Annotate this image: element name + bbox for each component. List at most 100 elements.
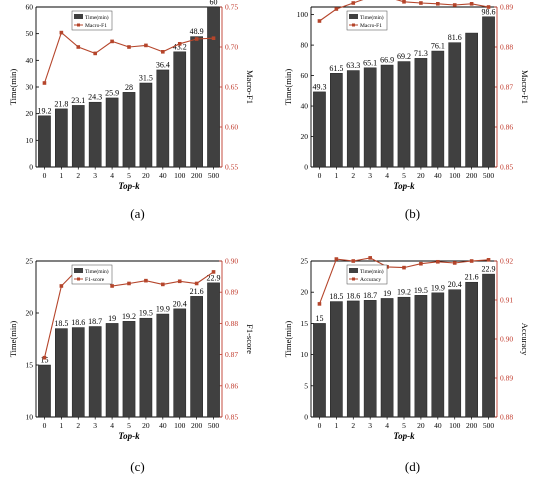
bar-5	[397, 296, 411, 418]
y-axis-title: Time(min)	[283, 69, 293, 106]
bar-40	[431, 50, 445, 168]
x-tick-label: 4	[110, 171, 114, 180]
bar-data-label: 15	[315, 314, 323, 323]
bar-4	[105, 323, 119, 418]
line-marker	[42, 355, 47, 360]
y-right-tick-label: 0.70	[225, 43, 238, 52]
x-tick-label: 2	[76, 171, 80, 180]
y-tick-label: 20	[301, 132, 309, 141]
chart-panel-d: 0 5 10 15 20 25 0.88 0.89 0.90 0.91 0.92 15 18.5 18.6…	[275, 243, 550, 486]
panel-label-c: (c)	[130, 459, 145, 474]
bar-data-label: 21.6	[190, 287, 204, 296]
y-right-tick-label: 0.91	[500, 296, 513, 305]
bar-data-label: 19.2	[122, 312, 136, 321]
x-tick-label: 200	[191, 171, 203, 180]
bar-0	[38, 364, 51, 418]
x-tick-label: 20	[417, 421, 425, 430]
x-tick-label: 100	[449, 421, 461, 430]
y-right-tick-label: 0.65	[225, 83, 238, 92]
x-tick-label: 1	[334, 171, 338, 180]
x-tick-label: 0	[43, 171, 47, 180]
bar-data-label: 19.9	[431, 283, 445, 292]
line-marker	[368, 256, 372, 260]
y-tick-label: 40	[301, 102, 309, 111]
line-marker	[486, 258, 491, 262]
panel-label-a: (a)	[130, 206, 145, 221]
bar-data-label: 65.1	[363, 58, 377, 67]
y-tick-label: 25	[26, 257, 34, 266]
legend-label-line: F1-score	[85, 277, 105, 283]
y-right-tick-label: 0.86	[500, 123, 513, 132]
bar-data-label: 71.3	[414, 49, 428, 58]
bar-500	[482, 16, 495, 168]
bar-3	[363, 300, 377, 418]
bar-200	[190, 296, 203, 418]
line-marker	[419, 1, 423, 5]
x-tick-label: 3	[93, 421, 97, 430]
bar-20	[139, 82, 153, 168]
line-marker	[194, 37, 199, 41]
x-tick-label: 2	[351, 421, 355, 430]
legend-label-line: Macro-F1	[85, 23, 107, 29]
bar-data-label: 60	[210, 0, 218, 7]
bar-data-label: 31.5	[139, 74, 153, 83]
y-right-tick-label: 0.90	[225, 257, 238, 266]
legend-swatch-bar	[349, 268, 358, 273]
x-tick-label: 200	[191, 421, 203, 430]
x-tick-label: 2	[76, 421, 80, 430]
bar-3	[363, 67, 377, 168]
bar-data-label: 19.2	[397, 288, 411, 297]
line-marker	[59, 30, 64, 35]
x-tick-label: 40	[159, 171, 167, 180]
y-tick-label: 100	[297, 10, 309, 19]
y-tick-label: 20	[26, 309, 34, 318]
bar-40	[156, 313, 170, 418]
y-right-tick-label: 0.88	[500, 413, 513, 422]
bar-data-label: 22.9	[207, 273, 221, 282]
bar-5	[122, 321, 136, 418]
line-marker	[144, 43, 148, 48]
legend-swatch-marker	[77, 23, 80, 27]
y-right-tick-label: 0.89	[225, 288, 238, 297]
line-marker	[486, 5, 491, 9]
line-marker	[144, 278, 148, 283]
line-marker	[469, 259, 474, 263]
y-right-tick-label: 0.90	[500, 335, 513, 344]
bar-100	[448, 289, 462, 418]
line-marker	[161, 282, 165, 287]
bar-2	[346, 70, 360, 168]
line-marker	[177, 42, 182, 46]
bar-data-label: 48.9	[190, 27, 204, 36]
y-right-tick-label: 0.55	[225, 163, 238, 172]
bar-200	[465, 32, 478, 168]
bar-40	[156, 69, 170, 168]
x-tick-label: 100	[174, 421, 186, 430]
x-tick-label: 3	[368, 421, 372, 430]
line-marker	[351, 259, 356, 263]
x-tick-label: 500	[483, 171, 495, 180]
y-right-tick-label: 0.89	[500, 374, 513, 383]
line-marker	[469, 1, 474, 6]
bar-3	[88, 326, 102, 418]
y-axis-title: Time(min)	[8, 69, 18, 106]
x-tick-label: 40	[434, 421, 442, 430]
bar-data-label: 19.9	[156, 305, 170, 314]
x-tick-label: 4	[385, 421, 389, 430]
x-tick-label: 2	[351, 171, 355, 180]
x-tick-label: 4	[385, 171, 389, 180]
y-right-tick-label: 0.75	[225, 3, 238, 12]
x-axis-title: Top-k	[118, 181, 140, 191]
line-marker	[452, 261, 457, 265]
x-axis-title: Top-k	[393, 431, 415, 441]
x-tick-label: 5	[127, 171, 131, 180]
y-tick-label: 5	[304, 381, 308, 390]
line-marker	[42, 81, 47, 85]
bar-data-label: 63.3	[346, 61, 360, 70]
x-tick-label: 100	[174, 171, 186, 180]
y-right-axis-title: Macro-F1	[245, 70, 255, 104]
y-tick-label: 10	[26, 413, 34, 422]
y-right-tick-label: 0.86	[225, 381, 238, 390]
bar-4	[380, 64, 394, 168]
x-tick-label: 20	[142, 421, 150, 430]
